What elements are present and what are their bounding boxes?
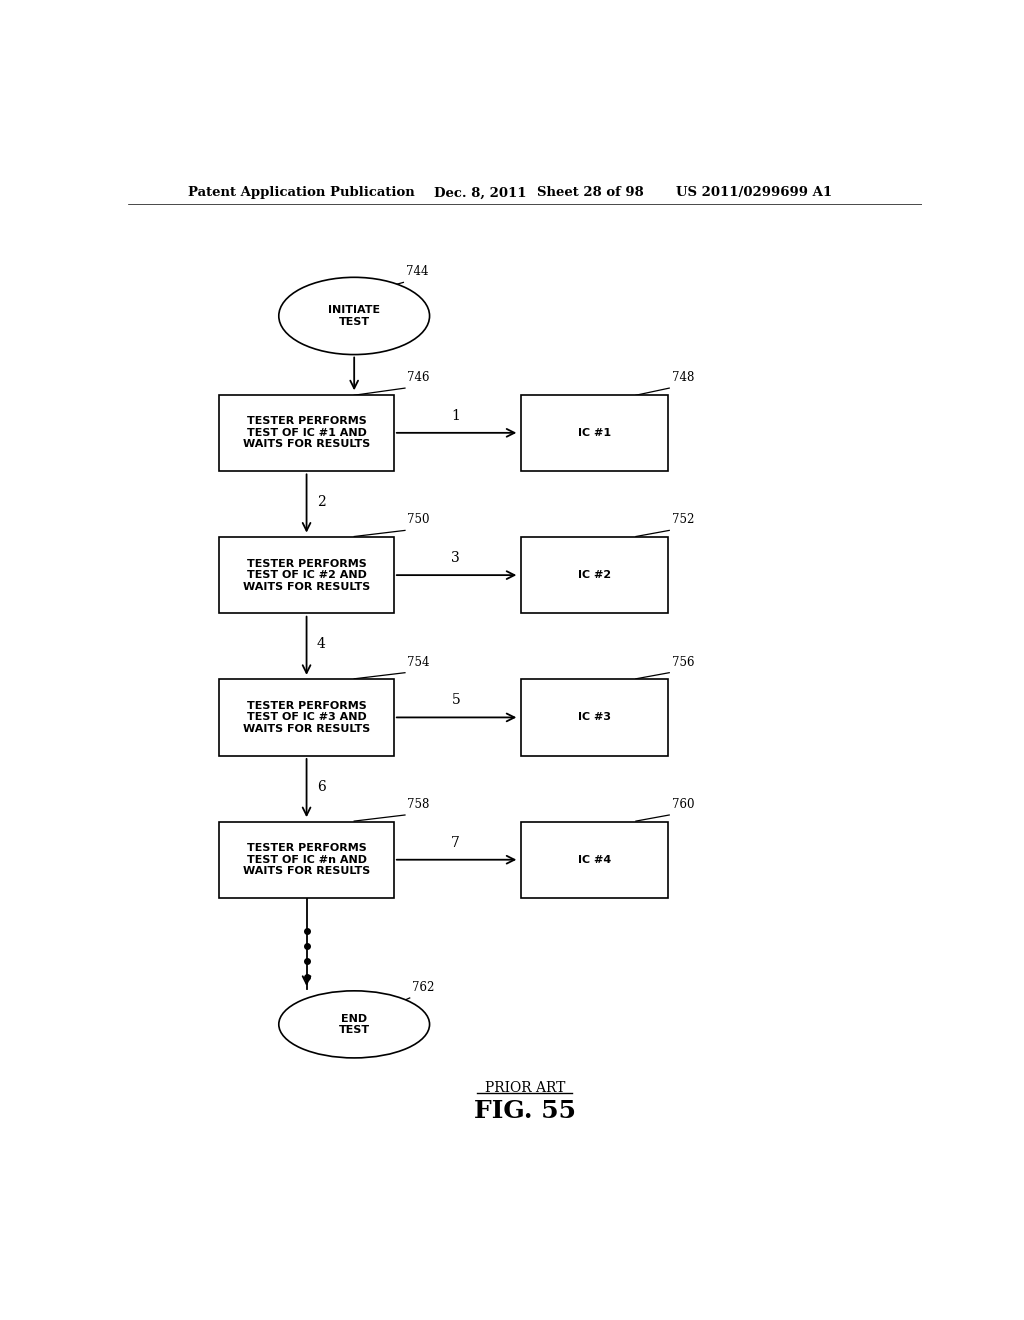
Text: IC #4: IC #4 (578, 855, 611, 865)
Ellipse shape (279, 991, 430, 1057)
Text: 758: 758 (408, 797, 430, 810)
Text: 3: 3 (452, 550, 460, 565)
Text: IC #1: IC #1 (578, 428, 610, 438)
Text: 1: 1 (452, 409, 460, 422)
FancyBboxPatch shape (219, 537, 394, 614)
Text: 4: 4 (316, 638, 326, 651)
Text: 6: 6 (316, 780, 326, 793)
Text: Patent Application Publication: Patent Application Publication (187, 186, 415, 199)
Text: TESTER PERFORMS
TEST OF IC #3 AND
WAITS FOR RESULTS: TESTER PERFORMS TEST OF IC #3 AND WAITS … (243, 701, 371, 734)
Text: 756: 756 (672, 656, 694, 669)
Ellipse shape (279, 277, 430, 355)
Text: 2: 2 (316, 495, 326, 510)
FancyBboxPatch shape (521, 537, 668, 614)
FancyBboxPatch shape (219, 821, 394, 898)
Text: Dec. 8, 2011: Dec. 8, 2011 (433, 186, 526, 199)
Text: TESTER PERFORMS
TEST OF IC #n AND
WAITS FOR RESULTS: TESTER PERFORMS TEST OF IC #n AND WAITS … (243, 843, 371, 876)
Text: 744: 744 (406, 265, 428, 279)
Text: 5: 5 (452, 693, 460, 708)
Text: IC #3: IC #3 (578, 713, 610, 722)
Text: 748: 748 (672, 371, 694, 384)
Text: 746: 746 (408, 371, 430, 384)
Text: US 2011/0299699 A1: US 2011/0299699 A1 (676, 186, 831, 199)
Text: END
TEST: END TEST (339, 1014, 370, 1035)
FancyBboxPatch shape (219, 680, 394, 755)
Text: Sheet 28 of 98: Sheet 28 of 98 (537, 186, 643, 199)
Text: INITIATE
TEST: INITIATE TEST (328, 305, 380, 327)
Text: TESTER PERFORMS
TEST OF IC #1 AND
WAITS FOR RESULTS: TESTER PERFORMS TEST OF IC #1 AND WAITS … (243, 416, 371, 449)
Text: PRIOR ART: PRIOR ART (484, 1081, 565, 1096)
Text: FIG. 55: FIG. 55 (474, 1098, 575, 1123)
FancyBboxPatch shape (521, 395, 668, 471)
Text: 760: 760 (672, 797, 694, 810)
Text: IC #2: IC #2 (578, 570, 610, 579)
FancyBboxPatch shape (521, 821, 668, 898)
Text: 7: 7 (452, 836, 460, 850)
Text: 752: 752 (672, 513, 694, 527)
Text: TESTER PERFORMS
TEST OF IC #2 AND
WAITS FOR RESULTS: TESTER PERFORMS TEST OF IC #2 AND WAITS … (243, 558, 371, 591)
FancyBboxPatch shape (219, 395, 394, 471)
FancyBboxPatch shape (521, 680, 668, 755)
Text: 762: 762 (412, 981, 434, 994)
Text: 754: 754 (408, 656, 430, 669)
Text: 750: 750 (408, 513, 430, 527)
